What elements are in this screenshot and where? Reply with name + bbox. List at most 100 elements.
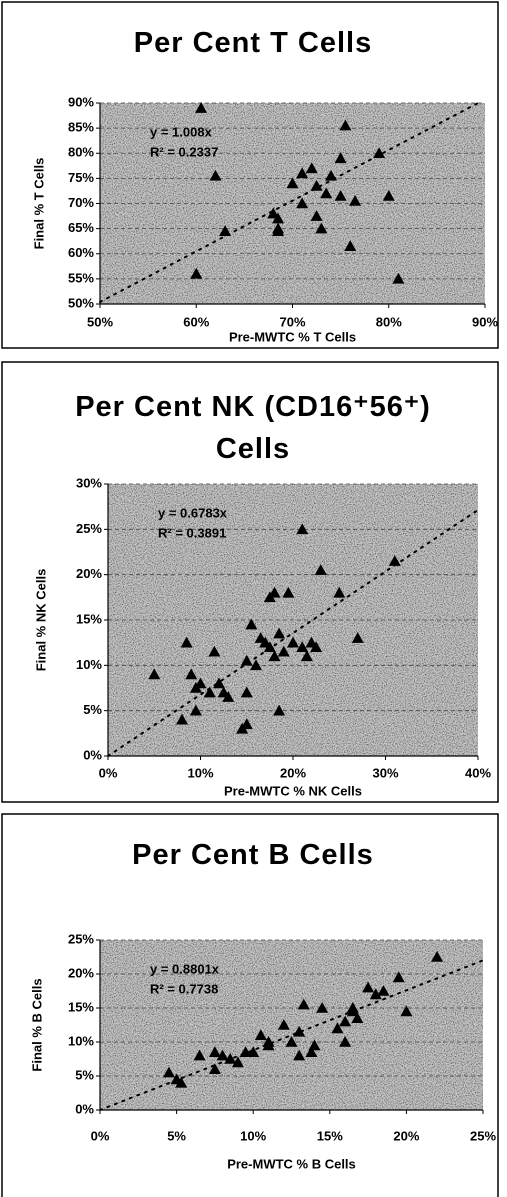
r-squared: R² = 0.3891 <box>158 525 226 540</box>
x-tick-label: 70% <box>279 314 305 329</box>
point <box>285 1036 298 1047</box>
point <box>240 654 253 666</box>
point <box>247 1046 260 1057</box>
point <box>180 636 193 648</box>
y-tick-label: 10% <box>68 1033 94 1048</box>
point <box>400 1005 413 1017</box>
point <box>351 1012 364 1023</box>
x-tick-label: 0% <box>91 1128 110 1143</box>
point <box>293 1049 306 1061</box>
y-tick-label: 65% <box>68 220 94 235</box>
trendline-equation: y = 0.8801x <box>150 961 220 976</box>
point <box>268 586 281 598</box>
point <box>362 981 375 993</box>
point <box>293 1025 306 1037</box>
point <box>195 102 208 113</box>
y-tick-label: 30% <box>76 475 102 490</box>
point <box>315 222 328 234</box>
r-squared: R² = 0.7738 <box>150 981 218 996</box>
point <box>262 1039 275 1051</box>
point <box>310 210 323 221</box>
y-tick-label: 75% <box>68 170 94 185</box>
y-tick-label: 50% <box>68 295 94 310</box>
y-tick-label: 15% <box>68 999 94 1014</box>
y-tick-label: 90% <box>68 94 94 109</box>
y-tick-label: 25% <box>76 521 102 536</box>
y-tick-label: 0% <box>83 747 102 762</box>
x-tick-label: 80% <box>376 314 402 329</box>
point <box>296 641 309 652</box>
point <box>219 225 232 236</box>
point <box>176 713 188 725</box>
panel-frame <box>1 361 499 803</box>
point <box>392 971 405 983</box>
point <box>185 668 198 680</box>
point <box>296 167 309 179</box>
point <box>268 650 281 662</box>
x-tick-label: 25% <box>470 1128 496 1143</box>
x-tick-label: 5% <box>167 1128 186 1143</box>
point <box>208 1046 221 1057</box>
x-tick-label: 20% <box>393 1128 419 1143</box>
point <box>213 677 225 689</box>
point <box>273 704 286 716</box>
x-tick-label: 10% <box>187 765 213 780</box>
point <box>254 1029 267 1040</box>
y-tick-label: 70% <box>68 195 94 210</box>
trendline <box>107 509 479 757</box>
point <box>277 645 290 657</box>
x-tick-label: 50% <box>87 314 113 329</box>
point <box>190 267 203 279</box>
point <box>272 212 285 224</box>
point <box>287 636 299 648</box>
chart-title: Per Cent T Cells <box>133 27 373 59</box>
point <box>382 189 395 201</box>
point <box>320 187 333 199</box>
point <box>286 177 299 189</box>
panel-frame <box>1 1 499 349</box>
point <box>339 1036 352 1047</box>
point <box>216 1049 229 1061</box>
y-tick-label: 15% <box>76 611 102 626</box>
x-tick-label: 0% <box>99 765 118 780</box>
point <box>175 1076 188 1088</box>
x-axis-label: Pre-MWTC % NK Cells <box>224 783 362 798</box>
point <box>377 985 390 996</box>
point <box>240 718 253 730</box>
y-axis-label: Final % NK Cells <box>33 569 48 672</box>
point <box>305 162 318 174</box>
point <box>339 1015 352 1027</box>
point <box>339 119 352 131</box>
point <box>272 225 285 236</box>
x-axis-label: Pre-MWTC % B Cells <box>227 1156 356 1171</box>
x-tick-label: 20% <box>280 765 306 780</box>
point <box>222 691 235 702</box>
point <box>388 555 401 566</box>
point <box>369 988 382 1000</box>
point <box>331 1022 344 1034</box>
point <box>296 197 309 209</box>
point <box>148 668 161 680</box>
y-tick-label: 20% <box>68 965 94 980</box>
y-tick-label: 85% <box>68 120 94 135</box>
point <box>224 1053 237 1064</box>
point <box>392 272 405 284</box>
point <box>209 169 222 181</box>
y-tick-label: 60% <box>68 245 94 260</box>
y-tick-label: 10% <box>76 657 102 672</box>
panel-frame <box>1 813 499 1197</box>
point <box>277 1019 290 1030</box>
trendline-equation: y = 1.008x <box>150 124 213 139</box>
point <box>349 194 362 206</box>
point <box>203 686 216 698</box>
x-tick-label: 40% <box>465 765 491 780</box>
point <box>316 1002 329 1013</box>
x-tick-label: 15% <box>317 1128 343 1143</box>
plot-area <box>100 940 483 1110</box>
point <box>305 1046 318 1057</box>
x-tick-label: 10% <box>240 1128 266 1143</box>
r-squared: R² = 0.2337 <box>150 144 218 159</box>
point <box>325 169 337 181</box>
